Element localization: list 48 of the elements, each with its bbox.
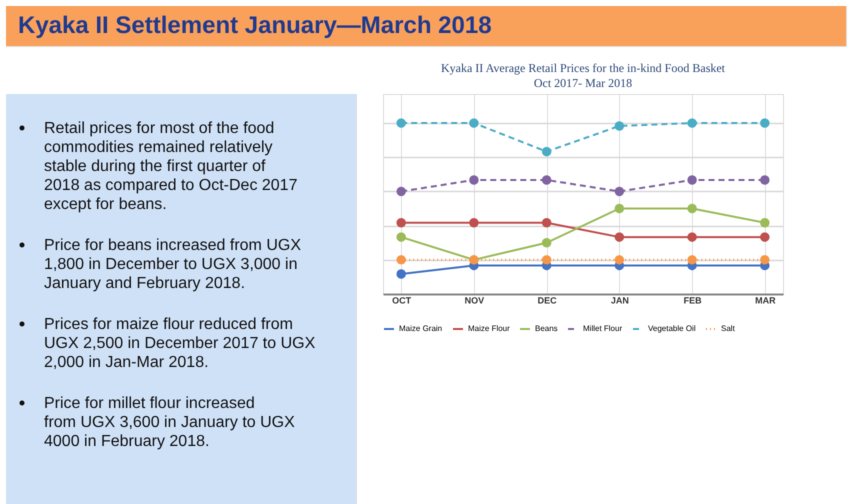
point [614, 232, 624, 242]
point [614, 255, 624, 265]
point [542, 146, 552, 156]
point [396, 186, 406, 196]
x-tick-label: OCT [392, 296, 412, 306]
point [687, 255, 697, 265]
chart-subtitle: Oct 2017- Mar 2018 [534, 76, 632, 90]
point [760, 232, 770, 242]
x-tick-label: JAN [610, 296, 629, 306]
point [542, 175, 552, 185]
chart-title: Kyaka II Average Retail Prices for the in-kind Food Basket [440, 61, 726, 75]
text: Kyaka II Settlement January—March 2018 [18, 12, 492, 39]
text: Prices for maize flour reduced from UGX 2,500 in December 2017 to UGX 2,000 in Jan-Mar 2018. [44, 316, 316, 371]
point [542, 255, 552, 265]
point [760, 175, 770, 185]
legend-label: Maize Grain [399, 324, 442, 333]
point [396, 118, 406, 128]
point [687, 118, 697, 128]
text: Price for millet flour increased from UGX 3,600 in January to UGX 4000 in February 2018. [44, 395, 296, 450]
point [396, 255, 406, 265]
point [687, 232, 697, 242]
point [614, 121, 624, 131]
point [469, 118, 479, 128]
point [542, 218, 552, 228]
point [614, 204, 624, 214]
point [396, 232, 406, 242]
text: Retail prices for most of the food commodities remained relatively stable during the first quarter of 2018 as compared to Oct-Dec 2017 except for beans. [44, 120, 298, 213]
point [396, 269, 406, 279]
point [760, 218, 770, 228]
text: Price for beans increased from UGX 1,800 in December to UGX 3,000 in January and February 2018. [44, 237, 302, 292]
point [469, 175, 479, 185]
legend-label: Vegetable Oil [648, 324, 696, 333]
x-tick-label: NOV [464, 296, 484, 306]
point [687, 175, 697, 185]
point [469, 218, 479, 228]
legend-label: Maize Flour [468, 324, 510, 333]
x-tick-label: DEC [538, 296, 558, 306]
legend-label: Millet Flour [583, 324, 622, 333]
point [614, 186, 624, 196]
point [760, 255, 770, 265]
point [542, 238, 552, 248]
point [396, 218, 406, 228]
legend-label: Beans [535, 324, 558, 333]
point [687, 204, 697, 214]
x-tick-label: FEB [684, 296, 702, 306]
x-tick-label: MAR [755, 296, 776, 306]
point [760, 118, 770, 128]
legend-label: Salt [721, 324, 736, 333]
